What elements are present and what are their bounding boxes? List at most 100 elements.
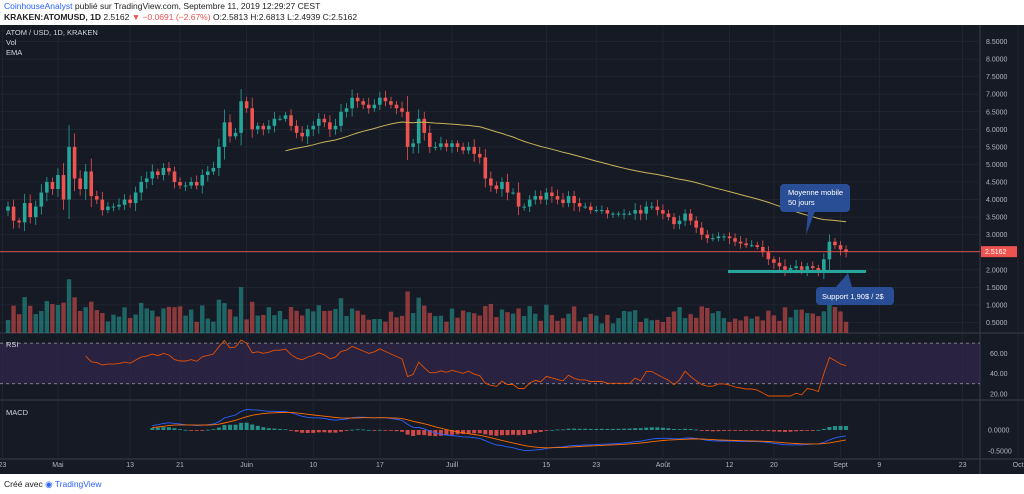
volume-bar bbox=[466, 312, 471, 333]
candle-body bbox=[250, 108, 254, 130]
macd-hist-bar bbox=[472, 430, 477, 434]
time-axis[interactable]: 23 Mai 13 21 Juin 10 17 Juill 15 23 Août 12 20 Sept 9 2… bbox=[0, 462, 1024, 469]
candle-body bbox=[716, 236, 721, 239]
macd-hist-bar bbox=[755, 430, 760, 431]
time-tick-label: 23 bbox=[959, 462, 967, 469]
ma-callout-box[interactable] bbox=[780, 184, 850, 212]
candle-body bbox=[206, 171, 210, 175]
publish-header: CoinhouseAnalyst publié sur TradingView.… bbox=[0, 0, 1024, 25]
macd-hist-bar bbox=[599, 428, 604, 430]
candle-body bbox=[805, 266, 809, 270]
macd-hist-bar bbox=[266, 428, 271, 430]
support-callout-box[interactable] bbox=[816, 287, 894, 305]
candle-body bbox=[283, 115, 288, 119]
ema-50-line bbox=[285, 121, 847, 223]
macd-hist-bar bbox=[622, 428, 627, 430]
macd-histogram bbox=[150, 422, 849, 437]
candle-body bbox=[661, 210, 665, 214]
volume-bar bbox=[372, 318, 377, 333]
candle-body bbox=[394, 104, 399, 109]
candle-body bbox=[300, 132, 304, 137]
volume-bar bbox=[838, 311, 843, 333]
volume-bar bbox=[527, 306, 532, 333]
macd-hist-bar bbox=[794, 430, 799, 432]
volume-bar bbox=[305, 308, 310, 333]
candle-body bbox=[827, 241, 832, 260]
macd-hist-bar bbox=[733, 430, 738, 431]
candle-body bbox=[128, 199, 132, 204]
macd-hist-bar bbox=[605, 428, 610, 430]
price-tick-label: 1.5000 bbox=[986, 285, 1008, 292]
candle-body bbox=[416, 118, 421, 144]
volume-bar bbox=[283, 319, 288, 333]
candle-body bbox=[422, 118, 427, 133]
volume-bar bbox=[483, 306, 488, 333]
candle-body bbox=[566, 196, 571, 204]
candle-body bbox=[550, 192, 554, 197]
volume-bar bbox=[499, 309, 505, 333]
volume-bar bbox=[222, 303, 227, 333]
candle-body bbox=[761, 246, 765, 253]
macd-hist-bar bbox=[783, 430, 787, 432]
macd-hist-bar bbox=[477, 430, 482, 434]
last-price: 2.5162 bbox=[103, 12, 130, 22]
candle-body bbox=[544, 192, 549, 200]
volume-bar bbox=[655, 319, 660, 333]
volume-bar bbox=[727, 321, 732, 333]
author-link[interactable]: CoinhouseAnalyst bbox=[4, 1, 73, 11]
macd-hist-bar bbox=[738, 430, 743, 431]
candle-body bbox=[755, 245, 760, 247]
candle-body bbox=[688, 213, 693, 221]
macd-hist-bar bbox=[250, 424, 255, 430]
volume-bar bbox=[250, 301, 255, 333]
volume-bar bbox=[177, 306, 183, 333]
candle-body bbox=[594, 210, 599, 212]
macd-hist-bar bbox=[344, 430, 349, 431]
time-tick-label: Mai bbox=[52, 462, 64, 469]
volume-bar bbox=[383, 321, 388, 333]
volume-bar bbox=[555, 320, 560, 333]
candle-body bbox=[56, 174, 60, 190]
price-axis[interactable]: 8.5000 8.0000 7.5000 7.0000 6.5000 6.0000 5.50… bbox=[986, 39, 1008, 327]
macd-hist-bar bbox=[832, 426, 837, 430]
candle-body bbox=[666, 213, 671, 218]
price-tick-label: 1.0000 bbox=[986, 302, 1008, 309]
candle-body bbox=[117, 204, 121, 207]
volume-bar bbox=[427, 312, 432, 333]
volume-bar bbox=[255, 315, 260, 333]
price-tick-label: 6.5000 bbox=[986, 109, 1008, 116]
legend-vol: Vol bbox=[6, 38, 17, 47]
candle-body bbox=[144, 178, 149, 182]
candle-body bbox=[738, 241, 743, 244]
tradingview-brand[interactable]: TradingView bbox=[54, 479, 102, 489]
macd-hist-bar bbox=[405, 430, 410, 435]
candle-body bbox=[633, 210, 637, 214]
volume-bar bbox=[588, 313, 593, 333]
macd-hist-bar bbox=[810, 430, 815, 431]
macd-hist-bar bbox=[805, 430, 810, 431]
volume-bar bbox=[28, 305, 33, 333]
candle-body bbox=[311, 125, 316, 130]
volume-bar bbox=[660, 321, 666, 333]
volume-bar bbox=[266, 307, 272, 333]
price-chart[interactable]: Moyenne mobile 50 jours Support 1,90$ / … bbox=[0, 25, 1024, 474]
volume-bar bbox=[583, 317, 588, 333]
macd-hist-bar bbox=[721, 430, 726, 431]
candle-body bbox=[572, 196, 576, 204]
volume-bar bbox=[827, 301, 832, 333]
macd-hist-bar bbox=[549, 429, 554, 431]
time-tick-label: 9 bbox=[877, 462, 881, 469]
macd-hist-bar bbox=[771, 430, 776, 432]
macd-hist-bar bbox=[672, 428, 676, 430]
volume-bar bbox=[549, 315, 555, 333]
candle-body bbox=[95, 196, 99, 200]
chart-area[interactable]: Moyenne mobile 50 jours Support 1,90$ / … bbox=[0, 25, 1024, 474]
macd-hist-bar bbox=[189, 430, 194, 431]
macd-hist-bar bbox=[588, 428, 593, 430]
candle-body bbox=[744, 243, 748, 246]
volume-bar bbox=[288, 306, 294, 333]
price-tag bbox=[981, 246, 1017, 258]
macd-hist-bar bbox=[333, 430, 338, 433]
volume-bar bbox=[216, 299, 222, 333]
candle-body bbox=[511, 192, 515, 194]
